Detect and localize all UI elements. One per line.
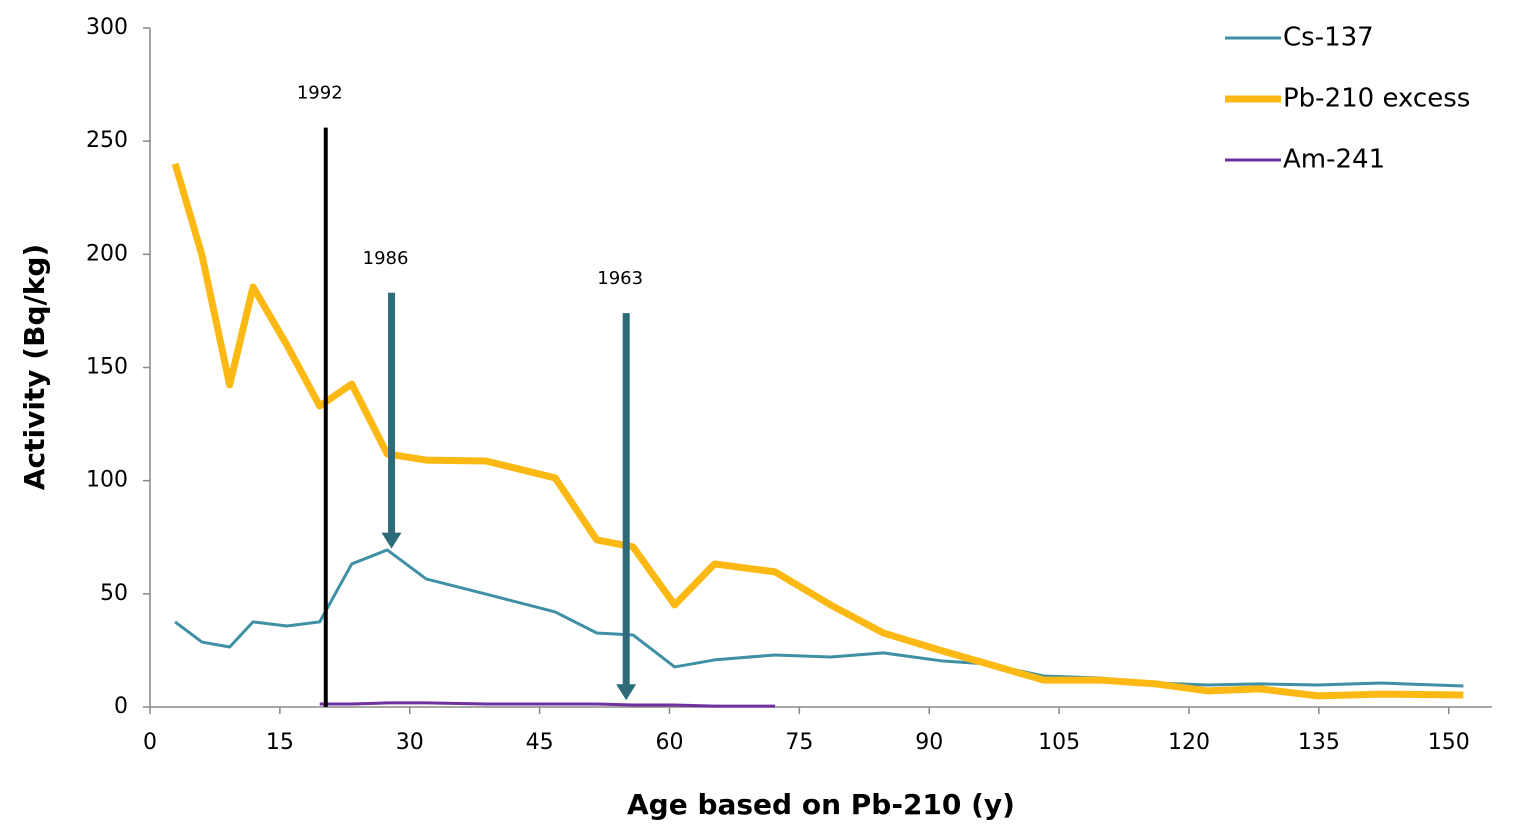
arrow-head bbox=[616, 684, 637, 701]
legend-label: Cs-137 bbox=[1283, 23, 1374, 53]
x-tick-label: 120 bbox=[1168, 730, 1210, 755]
series-line bbox=[319, 701, 776, 708]
annotation-label: 1986 bbox=[363, 248, 409, 269]
annotation-label: 1992 bbox=[297, 83, 343, 104]
y-axis-title: Activity (Bq/kg) bbox=[18, 244, 51, 490]
arrow-head bbox=[381, 532, 402, 549]
y-tick-label: 200 bbox=[86, 241, 128, 266]
x-tick-label: 60 bbox=[655, 730, 683, 755]
y-tick-label: 300 bbox=[86, 15, 128, 40]
x-axis-title: Age based on Pb-210 (y) bbox=[627, 788, 1015, 821]
x-tick-label: 90 bbox=[915, 730, 943, 755]
y-tick-label: 0 bbox=[114, 694, 128, 719]
series-line bbox=[171, 162, 1464, 700]
x-tick-label: 45 bbox=[526, 730, 554, 755]
y-tick-label: 50 bbox=[100, 581, 128, 606]
x-tick-label: 0 bbox=[143, 730, 157, 755]
legend-label: Am-241 bbox=[1283, 145, 1385, 175]
x-tick-label: 75 bbox=[785, 730, 813, 755]
y-tick-label: 250 bbox=[86, 128, 128, 153]
y-tick-label: 100 bbox=[86, 468, 128, 493]
x-tick-label: 30 bbox=[396, 730, 424, 755]
y-tick-label: 150 bbox=[86, 355, 128, 380]
x-tick-label: 150 bbox=[1428, 730, 1470, 755]
annotation-label: 1963 bbox=[597, 268, 643, 289]
series-line bbox=[174, 548, 1464, 688]
x-tick-label: 105 bbox=[1038, 730, 1080, 755]
legend-label: Pb-210 excess bbox=[1283, 84, 1470, 114]
x-tick-label: 135 bbox=[1298, 730, 1340, 755]
x-tick-label: 15 bbox=[266, 730, 294, 755]
